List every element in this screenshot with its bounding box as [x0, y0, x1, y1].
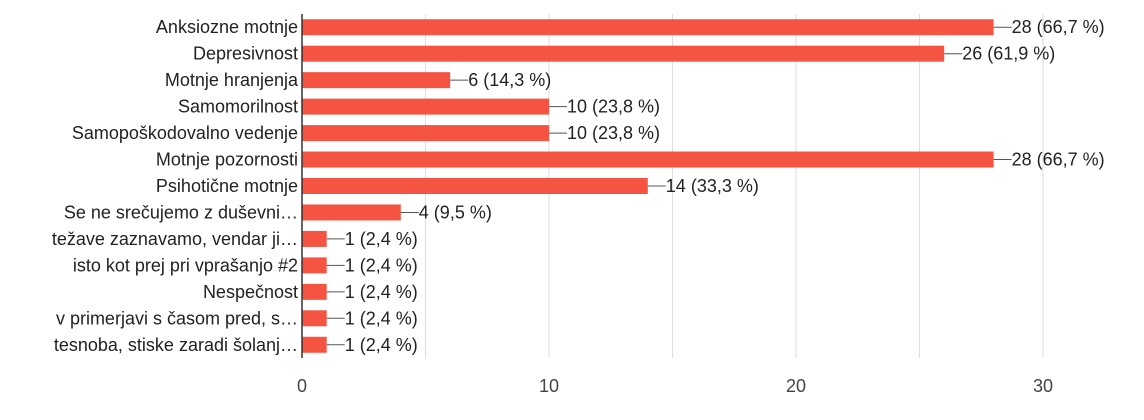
x-tick-label: 30 — [1033, 376, 1053, 396]
value-label: 1 (2,4 %) — [345, 282, 418, 302]
bar — [302, 98, 549, 115]
bar — [302, 125, 549, 142]
category-label: Samomorilnost — [178, 97, 298, 117]
value-label: 6 (14,3 %) — [468, 70, 551, 90]
category-label: Samopoškodovalno vedenje — [72, 123, 298, 143]
value-label: 1 (2,4 %) — [345, 255, 418, 275]
category-label: v primerjavi s časom pred, s… — [56, 308, 298, 328]
bar — [302, 257, 327, 274]
bars — [302, 19, 994, 353]
category-label: Nespečnost — [203, 282, 298, 302]
value-label: 4 (9,5 %) — [419, 202, 492, 222]
value-label: 28 (66,7 %) — [1012, 17, 1105, 37]
bar — [302, 230, 327, 247]
x-tick-label: 0 — [297, 376, 307, 396]
bar — [302, 310, 327, 327]
value-label: 14 (33,3 %) — [666, 176, 759, 196]
grid-lines — [425, 14, 1044, 358]
value-label: 28 (66,7 %) — [1012, 150, 1105, 170]
x-axis-ticks: 0 10 20 30 — [297, 376, 1053, 396]
category-label: težave zaznavamo, vendar ji… — [52, 229, 298, 249]
category-label: Se ne srečujemo z duševni… — [64, 202, 298, 222]
bar — [302, 45, 945, 62]
category-label: Motnje hranjenja — [165, 70, 299, 90]
value-label: 10 (23,8 %) — [567, 123, 660, 143]
category-label: tesnoba, stiske zaradi šolanj… — [54, 335, 298, 355]
value-leader-lines — [326, 26, 1012, 346]
category-label: isto kot prej pri vprašanjo #2 — [73, 255, 298, 275]
bar — [302, 19, 994, 36]
value-labels: 28 (66,7 %) 26 (61,9 %) 6 (14,3 %) 10 (23,8… — [345, 17, 1105, 355]
bar — [302, 204, 401, 221]
x-tick-label: 20 — [786, 376, 806, 396]
category-label: Motnje pozornosti — [156, 150, 298, 170]
category-labels: Anksiozne motnje Depresivnost Motnje hranj… — [52, 17, 299, 355]
category-label: Anksiozne motnje — [156, 17, 298, 37]
bar — [302, 283, 327, 300]
value-label: 1 (2,4 %) — [345, 308, 418, 328]
bar — [302, 336, 327, 353]
bar — [302, 178, 648, 194]
value-label: 1 (2,4 %) — [345, 335, 418, 355]
bar — [302, 72, 451, 89]
category-label: Psihotične motnje — [156, 176, 298, 196]
bar — [302, 151, 994, 168]
value-label: 26 (61,9 %) — [962, 44, 1055, 64]
value-label: 1 (2,4 %) — [345, 229, 418, 249]
category-label: Depresivnost — [193, 44, 298, 64]
x-tick-label: 10 — [539, 376, 559, 396]
value-label: 10 (23,8 %) — [567, 97, 660, 117]
